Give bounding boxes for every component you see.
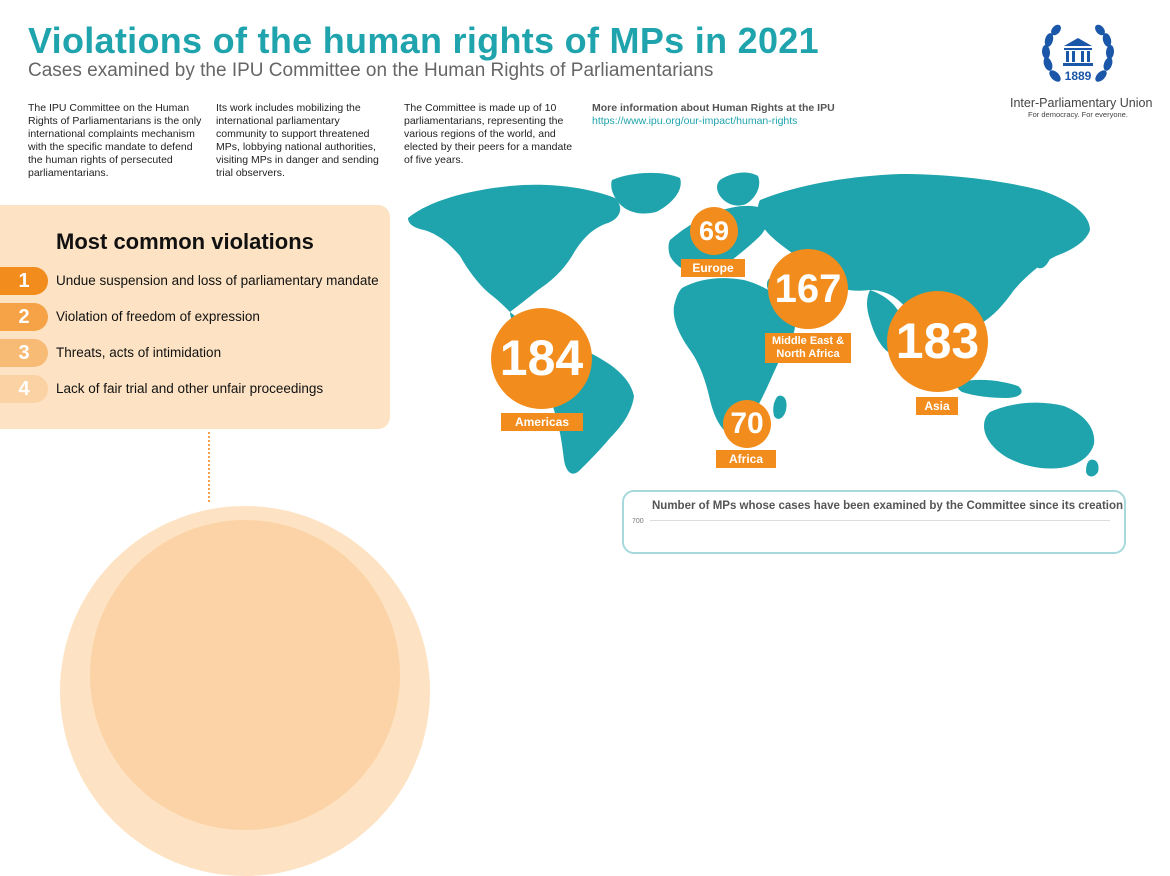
violations-panel: Most common violations 1 Undue suspensio… [0,205,390,429]
greenland-shape [611,172,681,214]
human-rights-link[interactable]: https://www.ipu.org/our-impact/human-rig… [592,115,798,127]
mena-label: Middle East & North Africa [765,333,851,363]
logo-year: 1889 [1065,69,1092,83]
page-subtitle: Cases examined by the IPU Committee on t… [28,60,714,81]
africa-label: Africa [716,450,776,468]
chart-gridline [650,520,1110,521]
europe-count-bubble: 69 [690,207,738,255]
asia-count-bubble: 183 [887,291,988,392]
decorative-circle-inner [90,520,400,830]
asia-shape [757,174,1090,334]
americas-label: Americas [501,413,583,431]
chart-y-tick: 700 [632,518,644,525]
violation-item: 1 Undue suspension and loss of parliamen… [0,267,390,295]
indonesia-shape [957,379,1022,398]
violation-label: Threats, acts of intimidation [56,345,222,360]
madagascar-shape [773,395,787,419]
violation-item: 4 Lack of fair trial and other unfair pr… [0,375,390,403]
ipu-logo: 1889 Inter-Parliamentary Union For democ… [1010,24,1153,119]
logo-name: Inter-Parliamentary Union [1010,96,1153,110]
more-info: More information about Human Rights at t… [592,102,852,128]
intro-text-1: The IPU Committee on the Human Rights of… [28,102,202,179]
chart-title: Number of MPs whose cases have been exam… [652,500,1124,512]
logo-tagline: For democracy. For everyone. [1028,110,1128,119]
africa-count-bubble: 70 [723,400,771,448]
americas-count-bubble: 184 [491,308,592,409]
north-america-shape [408,184,621,312]
violation-item: 3 Threats, acts of intimidation [0,339,390,367]
ipu-emblem-icon: 1889 [1041,24,1115,83]
new-zealand-shape [1086,459,1099,477]
asia-label: Asia [916,397,958,415]
australia-shape [984,402,1095,469]
europe-label: Europe [681,259,745,277]
violation-rank: 4 [0,375,48,403]
more-info-label: More information about Human Rights at t… [592,102,835,114]
africa-shape [673,278,796,436]
japan-shape [1035,242,1052,269]
violation-rank: 1 [0,267,48,295]
mps-chart-panel: Number of MPs whose cases have been exam… [622,490,1126,554]
dotted-connector [208,432,210,502]
violation-label: Undue suspension and loss of parliamenta… [56,273,379,288]
scandinavia-shape [717,172,760,206]
violation-rank: 2 [0,303,48,331]
violations-title: Most common violations [56,229,314,254]
page-title: Violations of the human rights of MPs in… [28,20,819,61]
violation-label: Violation of freedom of expression [56,309,260,324]
violation-item: 2 Violation of freedom of expression [0,303,390,331]
mena-count-bubble: 167 [768,249,848,329]
intro-text-2: Its work includes mobilizing the interna… [216,102,379,179]
violation-rank: 3 [0,339,48,367]
violation-label: Lack of fair trial and other unfair proc… [56,381,324,396]
intro-text-3: The Committee is made up of 10 parliamen… [404,102,573,166]
